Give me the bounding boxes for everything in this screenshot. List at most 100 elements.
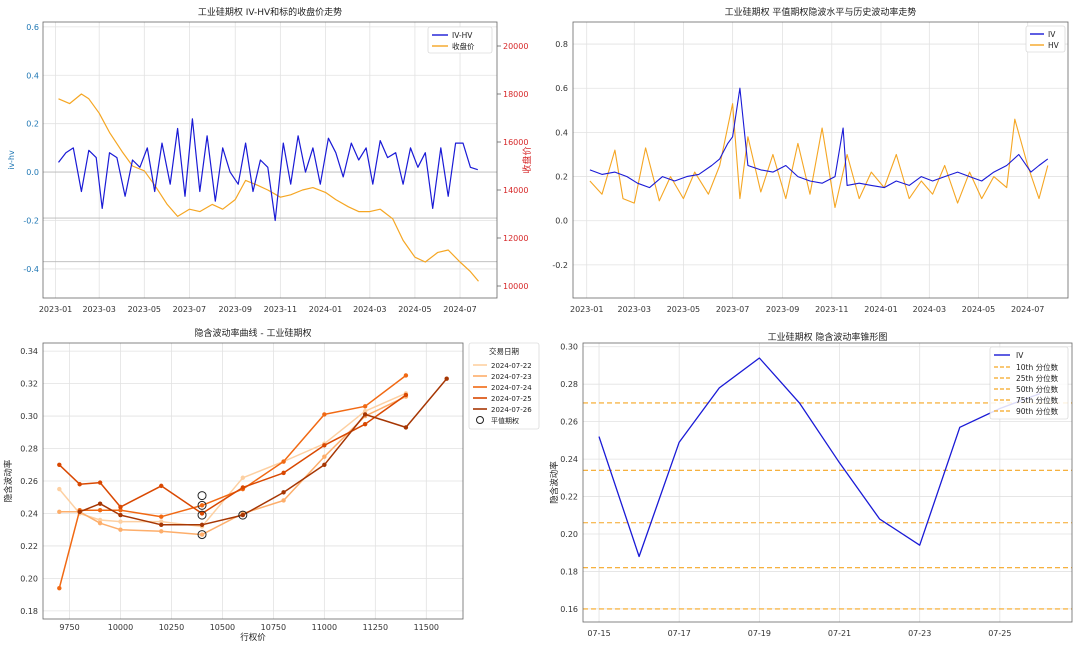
x-tick-label: 9750 bbox=[59, 623, 79, 632]
data-point bbox=[199, 503, 205, 508]
chart-iv-smile: 隐含波动率曲线 - 工业硅期权 9750 10000 10250 10500 10750 1… bbox=[3, 327, 540, 643]
legend-label: 2024-07-26 bbox=[491, 406, 532, 414]
legend-label-quantile: 25th 分位数 bbox=[1016, 373, 1059, 383]
series-line-close bbox=[58, 93, 479, 282]
y-tick-label: 0.30 bbox=[560, 343, 578, 352]
chart-title: 隐含波动率曲线 - 工业硅期权 bbox=[195, 327, 312, 339]
y-tick-label: 0.26 bbox=[560, 418, 578, 427]
x-tick-label: 2023-01 bbox=[39, 305, 72, 314]
y-tick-label: 0.24 bbox=[560, 455, 578, 464]
data-point bbox=[77, 482, 82, 487]
x-tick-label: 2024-05 bbox=[962, 305, 995, 314]
y-axis-label: iv-hv bbox=[7, 150, 16, 170]
data-point bbox=[444, 376, 449, 381]
x-tick-label: 11250 bbox=[363, 623, 388, 632]
y2-tick-label: 20000 bbox=[503, 42, 528, 51]
x-tick-label: 2023-05 bbox=[667, 305, 700, 314]
plot-frame bbox=[582, 342, 1073, 623]
data-point bbox=[362, 404, 368, 409]
y-tick-label: 0.20 bbox=[560, 530, 578, 539]
y-tick-label: 0.2 bbox=[26, 120, 39, 129]
legend-title: 交易日期 bbox=[489, 346, 519, 356]
data-point bbox=[97, 480, 103, 485]
x-tick-label: 2024-01 bbox=[309, 305, 342, 314]
series-line-2024-07-22 bbox=[58, 392, 407, 528]
x-tick-label: 2024-07 bbox=[443, 305, 476, 314]
x-tick-label: 10500 bbox=[210, 623, 235, 632]
data-point bbox=[159, 483, 164, 489]
y-tick-label: 0.6 bbox=[555, 84, 568, 93]
data-point bbox=[159, 514, 164, 519]
data-point bbox=[118, 519, 123, 524]
y-tick-label: 0.24 bbox=[20, 509, 38, 518]
x-tick-label: 10750 bbox=[261, 623, 286, 632]
series-line-iv bbox=[598, 357, 1041, 558]
x-tick-label: 07-23 bbox=[908, 629, 931, 638]
x-tick-label: 2023-07 bbox=[173, 305, 206, 314]
data-point bbox=[281, 459, 286, 464]
data-point bbox=[322, 443, 327, 448]
x-axis-label: 行权价 bbox=[240, 632, 266, 643]
x-tick-label: 10250 bbox=[159, 623, 184, 632]
data-point bbox=[199, 522, 205, 528]
y-tick-label: -0.2 bbox=[552, 261, 568, 270]
data-point bbox=[97, 508, 103, 513]
x-tick-label: 11500 bbox=[414, 623, 439, 632]
x-tick-label: 2023-05 bbox=[128, 305, 161, 314]
data-point bbox=[281, 498, 286, 503]
y-tick-label: 0.22 bbox=[20, 542, 38, 551]
x-tick-label: 2023-11 bbox=[264, 305, 297, 314]
legend-label-quantile: 10th 分位数 bbox=[1016, 362, 1059, 372]
atm-marker bbox=[197, 530, 207, 540]
data-point bbox=[159, 529, 164, 534]
data-point bbox=[240, 512, 246, 518]
data-point bbox=[403, 373, 409, 378]
data-point bbox=[118, 512, 123, 518]
chart-title: 工业硅期权 隐含波动率锥形图 bbox=[768, 331, 888, 343]
y-tick-label: 0.20 bbox=[20, 574, 38, 583]
y2-tick-label: 14000 bbox=[503, 186, 528, 195]
y-tick-label: 0.32 bbox=[20, 380, 38, 389]
legend-label-close: 收盘价 bbox=[452, 41, 475, 51]
legend-label-atm: 平值期权 bbox=[491, 416, 519, 425]
x-tick-label: 07-15 bbox=[587, 629, 610, 638]
y-tick-label: 0.28 bbox=[20, 445, 38, 454]
y-axis-label: 隐含波动率 bbox=[3, 459, 14, 502]
data-point bbox=[159, 519, 164, 524]
data-point bbox=[322, 412, 327, 417]
data-point bbox=[362, 421, 368, 427]
legend-label: 2024-07-24 bbox=[491, 384, 532, 392]
data-point bbox=[281, 470, 286, 476]
y2-tick-label: 12000 bbox=[503, 234, 528, 243]
y2-tick-label: 18000 bbox=[503, 90, 528, 99]
y-tick-label: -0.2 bbox=[23, 217, 39, 226]
data-point bbox=[362, 412, 368, 417]
x-tick-label: 07-17 bbox=[668, 629, 691, 638]
y-tick-label: 0.22 bbox=[560, 493, 578, 502]
y-tick-label: 0.4 bbox=[26, 71, 39, 80]
y-tick-label: 0.16 bbox=[560, 605, 578, 614]
x-tick-label: 2024-01 bbox=[864, 305, 897, 314]
data-point bbox=[199, 532, 205, 537]
chart-atm-iv-hv: 工业硅期权 平值期权隐波水平与历史波动率走势 2023-01 2023-03 2023… bbox=[552, 6, 1069, 314]
y-tick-label: 0.4 bbox=[555, 128, 568, 137]
series-line-iv-hv bbox=[58, 118, 478, 222]
legend-label-iv: IV bbox=[1048, 30, 1056, 39]
legend-label: 2024-07-25 bbox=[491, 395, 532, 403]
series-line-2024-07-24 bbox=[58, 374, 407, 589]
data-point bbox=[240, 475, 246, 480]
data-point bbox=[281, 490, 286, 495]
y2-tick-label: 10000 bbox=[503, 282, 528, 291]
atm-marker bbox=[238, 510, 248, 520]
plot-frame bbox=[42, 342, 464, 620]
data-point bbox=[97, 501, 103, 506]
y-tick-label: 0.0 bbox=[26, 168, 39, 177]
x-tick-label: 07-19 bbox=[748, 629, 771, 638]
legend-label-hv: HV bbox=[1048, 41, 1060, 50]
data-point bbox=[362, 408, 368, 414]
data-point bbox=[97, 517, 103, 523]
legend-label-iv: IV bbox=[1016, 351, 1024, 360]
legend-box bbox=[989, 346, 1069, 420]
legend-swatch-atm bbox=[476, 416, 484, 424]
atm-marker bbox=[197, 510, 207, 520]
